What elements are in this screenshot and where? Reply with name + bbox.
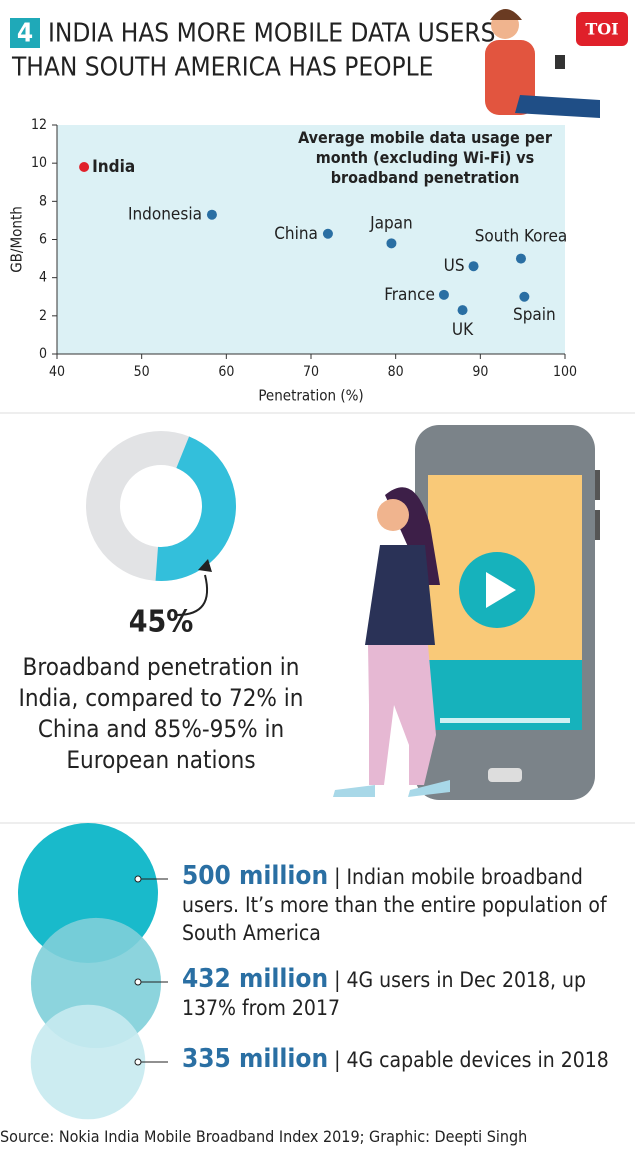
y-tick-label: 2 <box>39 308 47 324</box>
point-label: Spain <box>513 305 556 325</box>
donut-slice <box>86 431 236 581</box>
arrow-head <box>198 559 212 572</box>
point-label: Indonesia <box>128 205 202 225</box>
bubble-value: 335 million <box>182 1044 329 1074</box>
bubble-text: 432 million | 4G users in Dec 2018, up 1… <box>182 965 622 1022</box>
point <box>468 261 479 272</box>
point-label: France <box>384 285 435 305</box>
y-axis-label: GB/Month <box>8 206 26 273</box>
y-tick-label: 12 <box>31 117 47 133</box>
number-box <box>10 18 40 48</box>
point-label: Japan <box>369 213 413 233</box>
title: INDIA HAS MORE MOBILE DATA USERS <box>48 19 495 49</box>
x-tick-label: 40 <box>49 364 65 380</box>
logo: TOI <box>585 20 618 39</box>
y-tick-label: 0 <box>39 346 47 362</box>
title: THAN SOUTH AMERICA HAS PEOPLE <box>11 53 433 83</box>
bubble-value: 500 million <box>182 861 329 891</box>
scatter-chart: 40 50 60 70 80 90 100 0 2 4 6 8 10 12 Penetration (%) G… <box>8 117 578 405</box>
point <box>79 161 90 172</box>
point-label: South Korea <box>475 227 568 247</box>
y-tick-label: 4 <box>39 270 47 286</box>
x-tick-label: 80 <box>388 364 404 380</box>
y-tick-label: 10 <box>31 155 47 171</box>
arrow <box>176 574 209 616</box>
chart-title: Average mobile data usage per month (exc… <box>298 128 552 187</box>
point-label: UK <box>452 320 474 340</box>
x-axis-label: Penetration (%) <box>258 387 363 405</box>
y-tick-label: 6 <box>39 232 47 248</box>
bubble-text: 335 million | 4G capable devices in 2018 <box>182 1045 622 1074</box>
illustration <box>485 9 600 118</box>
dot <box>134 1058 142 1066</box>
donut-value: 45% <box>129 605 194 640</box>
donut-chart: 45% <box>86 431 236 640</box>
x-tick-label: 90 <box>472 364 488 380</box>
x-tick-label: 70 <box>303 364 319 380</box>
bubble-description: | 4G capable devices in 2018 <box>334 1048 609 1072</box>
point-label: India <box>92 157 135 177</box>
bubble-text: 500 million | Indian mobile broadband us… <box>182 862 622 947</box>
donut-caption: Broadband penetration in India, compared… <box>18 653 304 774</box>
bubble-value: 432 million <box>182 964 329 994</box>
plot-area <box>57 125 565 354</box>
bubble-description: | 4G users in Dec 2018, up 137% from 201… <box>182 968 587 1020</box>
point <box>386 238 397 249</box>
bubble-description: | Indian mobile broadband users. It’s mo… <box>182 865 607 945</box>
point <box>322 228 333 239</box>
dot <box>134 875 142 883</box>
source: Source: Nokia India Mobile Broadband Ind… <box>0 1127 528 1146</box>
x-tick-label: 100 <box>553 364 577 380</box>
bubble-chart <box>18 823 168 1120</box>
point-label: US <box>444 256 465 276</box>
point <box>457 305 468 316</box>
point <box>515 253 526 264</box>
logo-box <box>576 12 628 46</box>
chart-title-box: Average mobile data usage per month (exc… <box>298 128 552 187</box>
x-tick-label: 60 <box>218 364 234 380</box>
number: 4 <box>17 19 33 49</box>
point <box>519 291 530 302</box>
phone-illustration <box>333 425 600 800</box>
y-tick-label: 8 <box>39 193 47 209</box>
point-label: China <box>274 224 318 244</box>
point <box>206 209 217 220</box>
x-tick-label: 50 <box>134 364 150 380</box>
bubble <box>30 1004 146 1120</box>
point <box>438 289 449 300</box>
dot <box>134 978 142 986</box>
